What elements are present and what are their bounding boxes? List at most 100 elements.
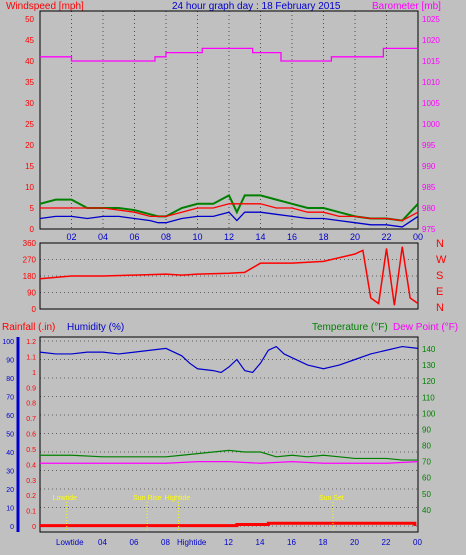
temperature-tick: 70 [422,458,431,467]
humidity-ticks: 0 10 20 30 40 50 60 70 80 90 100 [2,339,14,531]
temperature-tick: 80 [422,442,431,451]
windspeed-tick: 50 [25,15,34,24]
barometer-tick: 1015 [422,57,440,66]
barometer-tick: 985 [422,183,436,192]
wind-time-tick: 08 [161,232,171,242]
barometer-axis-title: Barometer [mb] [372,1,441,12]
graph-title: 24 hour graph day : 18 February 2015 [172,1,341,12]
climate-time-tick: 16 [287,538,296,547]
climate-time-tick: 00 [413,538,422,547]
direction-tick: 360 [23,239,37,248]
wind-series [39,47,419,228]
windspeed-tick: 0 [30,225,35,234]
climate-panel-border [39,336,419,533]
climate-time-tick: 18 [319,538,328,547]
wind_max-line [40,203,419,222]
compass-letter: E [436,286,443,298]
barometer-tick: 1000 [422,120,440,129]
rainfall-tick: 0.6 [26,432,36,439]
barometer-tick: 990 [422,162,436,171]
wind-time-tick: 04 [98,232,108,242]
rainfall-axis-title: Rainfall (.in) [2,322,55,333]
temperature-ticks: 40 50 60 70 80 90 100 110 120 130 140 [422,345,436,515]
rainfall-ticks: 0 0.1 0.2 0.3 0.4 0.5 0.6 0.7 0.8 0.9 1 1.1 1.2 [16,337,36,532]
compass-letter: N [436,302,444,314]
temperature-tick: 130 [422,361,436,370]
climate-time-tick: 20 [350,538,359,547]
climate-grid [40,340,418,527]
windspeed-tick: 25 [25,120,34,129]
temperature-tick: 120 [422,377,436,386]
wind-grid [71,11,419,229]
barometer-line [40,47,418,62]
wind-time-tick: 00 [413,232,423,242]
axis-hightide-label: Hightide [177,538,207,547]
wind-time-tick: 02 [67,232,77,242]
rainfall-tick: 0.7 [26,416,36,423]
direction-tick: 270 [23,256,37,265]
wind-time-tick: 10 [193,232,203,242]
humidity-tick: 70 [6,395,14,402]
rainfall-tick: 0 [32,524,36,531]
dewpoint-axis-title: Dew Point (°F) [393,322,458,333]
wind-time-tick: 12 [224,232,234,242]
temperature-tick: 90 [422,425,431,434]
windspeed-ticks: 0 5 10 15 20 25 30 35 40 45 50 [25,15,34,234]
humidity-tick: 90 [6,358,14,365]
windspeed-axis-title: Windspeed [mph] [6,1,84,12]
barometer-ticks: 975 980 985 990 995 1000 1005 1010 1015 1020 1025 [422,15,440,234]
direction-ticks: 0 90 180 270 360 [23,239,37,314]
wind-time-tick: 14 [256,232,266,242]
rainfall-tick: 0.1 [26,509,36,516]
wind-time-tick: 06 [130,232,140,242]
wind-time-tick: 22 [382,232,392,242]
barometer-tick: 1020 [422,36,440,45]
temperature-axis-title: Temperature (°F) [312,322,388,333]
event-label: Lowtide [53,495,77,502]
climate-time-tick: 22 [382,538,391,547]
wind-time-ticks: 02 04 06 08 10 12 14 16 18 20 22 00 [67,232,424,242]
wind-time-tick: 18 [319,232,329,242]
climate-time-tick: 04 [98,538,107,547]
barometer-tick: 1025 [422,15,440,24]
windspeed-tick: 15 [25,162,34,171]
humidity-tick: 30 [6,469,14,476]
direction-series [39,246,419,306]
windspeed-tick: 5 [30,204,35,213]
humidity-line [39,345,419,374]
compass-letter: S [436,270,443,282]
temperature-tick: 140 [422,345,436,354]
barometer-tick: 1005 [422,99,440,108]
direction-tick: 90 [27,289,36,298]
temperature-tick: 60 [422,474,431,483]
barometer-tick: 995 [422,141,436,150]
humidity-tick: 100 [2,339,14,346]
windspeed-tick: 35 [25,78,34,87]
rainfall-tick: 0.9 [26,385,36,392]
barometer-tick: 980 [422,204,436,213]
windspeed-tick: 45 [25,36,34,45]
humidity-tick: 0 [10,524,14,531]
rainfall-tick: 0.8 [26,401,36,408]
rainfall-line [40,521,417,528]
wind_avg-line [39,211,419,228]
wind_gust-line [39,194,419,222]
windspeed-tick: 40 [25,57,34,66]
barometer-tick: 975 [422,225,436,234]
rainfall-tick: 1 [32,370,36,377]
axis-lowtide-label: Lowtide [56,538,84,547]
climate-time-ticks: 04 06 08 12 14 16 18 20 22 00 Lowtide Hightide [56,538,422,547]
direction-tick: 0 [32,305,37,314]
rainfall-tick: 0.3 [26,478,36,485]
event-label: Hightide [165,495,191,502]
windspeed-tick: 30 [25,99,34,108]
rainfall-tick: 1.2 [26,339,36,346]
climate-time-tick: 08 [161,538,170,547]
humidity-tick: 20 [6,487,14,494]
direction-tick: 180 [23,272,37,281]
temperature-tick: 40 [422,506,431,515]
rainfall-tick: 1.1 [26,354,36,361]
rainfall-tick: 0.2 [26,493,36,500]
humidity-tick: 10 [6,506,14,513]
